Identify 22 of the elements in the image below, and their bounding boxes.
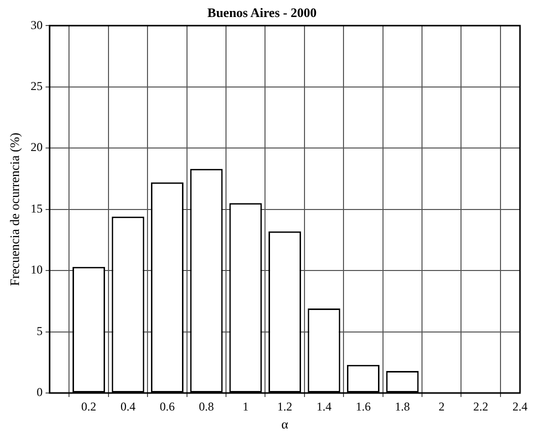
y-tick-label: 5 (36, 324, 43, 338)
x-axis-title: α (281, 416, 288, 432)
x-tick-label: 0.2 (81, 399, 96, 414)
x-tick-label: 0.4 (120, 399, 136, 414)
y-tick-label: 25 (30, 78, 43, 93)
y-tick-label: 10 (30, 262, 43, 277)
x-tick-label: 1.4 (316, 399, 332, 414)
x-tick-label: 0.8 (198, 399, 214, 414)
y-tick-label: 15 (30, 201, 43, 216)
y-tick-label: 20 (30, 140, 43, 154)
x-tick-label: 2.2 (473, 399, 488, 414)
y-tick-label: 0 (36, 385, 43, 400)
x-tick-label: 2 (438, 399, 445, 414)
x-tick-label: 0.6 (160, 399, 175, 414)
y-axis-title: Frecuencia de ocurrencia (%) (7, 132, 22, 286)
x-tick-label: 2.4 (512, 399, 528, 414)
x-tick-label: 1.8 (394, 399, 410, 414)
x-tick-label: 1.2 (277, 399, 292, 414)
y-tick-label: 30 (30, 18, 43, 32)
chart-title: Buenos Aires - 2000 (207, 5, 317, 20)
x-tick-label: 1.6 (356, 399, 371, 414)
x-tick-label: 1 (242, 399, 249, 414)
